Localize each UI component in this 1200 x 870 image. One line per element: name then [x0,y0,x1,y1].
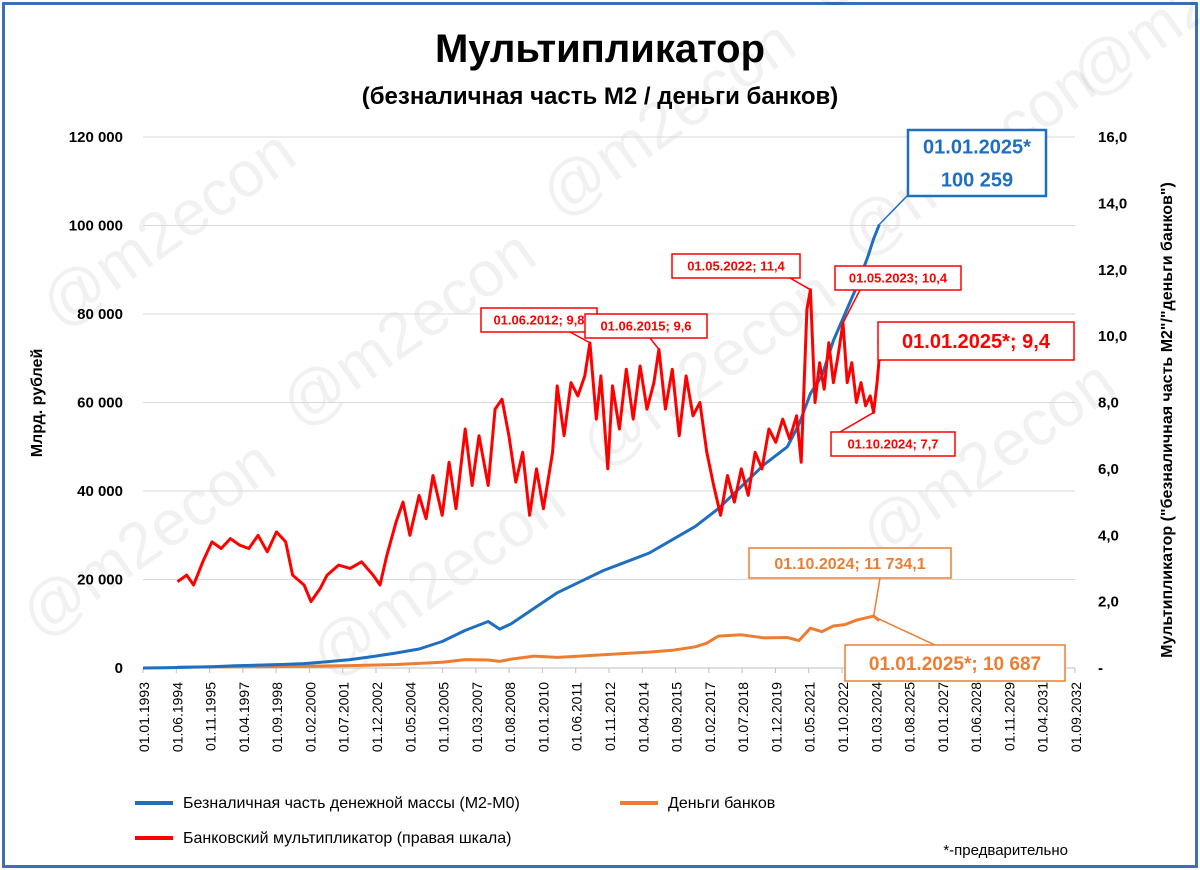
y-axis-left: 0 20 000 40 000 60 000 80 000 100 000 120 000 [69,129,123,677]
x-tick-label: 01.10.2005 [436,682,452,752]
y-right-tick-label: 8,0 [1098,395,1119,412]
y-left-tick-label: 120 000 [69,129,123,146]
annotation-bank-final-box [844,644,1066,682]
annotation-bank-2024-box [748,547,952,579]
x-tick-label: 01.01.2027 [935,682,951,752]
x-tick-label: 01.01.2010 [535,682,551,752]
x-tick-label: 01.07.2018 [735,682,751,752]
watermark-text: @m2econ [7,425,288,652]
y-right-tick-label: 16,0 [1098,129,1127,146]
series-line-multiplier [176,288,881,604]
x-tick-label: 01.03.2007 [469,682,485,752]
y-axis-right-label: Мультипликатор ("безналичная часть М2"/"… [1159,182,1176,658]
annotation-mult-2024-leader [839,411,875,433]
annotation-m2-final-text: 100 259 [941,170,1013,192]
y-right-tick-label: 6,0 [1098,461,1119,478]
annotation-mult-2022-leader [789,277,811,291]
x-tick-label: 01.04.2014 [635,682,651,752]
annotation-bank-final-leader [874,616,936,646]
x-tick-label: 01.04.2031 [1035,682,1051,752]
chart-title: Мультипликатор [435,27,765,71]
x-tick-label: 01.12.2002 [369,682,385,752]
y-right-tick-label: 10,0 [1098,328,1127,345]
annotation-mult-2015-text: 01.06.2015; 9,6 [600,319,691,334]
annotation-mult-2024-box [830,431,956,457]
y-left-tick-label: 20 000 [77,572,123,589]
annotation-m2-final-box [906,128,1048,198]
y-right-tick-label: 12,0 [1098,262,1127,279]
y-left-tick-label: 40 000 [77,483,123,500]
annotation-mult-final-text: 01.01.2025*; 9,4 [902,331,1051,353]
x-tick-label: 01.09.2015 [669,682,685,752]
x-tick-label: 01.10.2022 [835,682,851,752]
watermark-text: @m2econ [847,345,1128,572]
y-left-tick-label: 100 000 [69,218,123,235]
x-tick-label: 01.02.2000 [302,682,318,752]
y-right-tick-label: 2,0 [1098,594,1119,611]
legend: Безналичная часть денежной массы (М2-М0)… [135,795,775,847]
y-right-tick-label: 14,0 [1098,195,1127,212]
annotation-mult-2023-leader [842,289,861,324]
x-tick-label: 01.04.1997 [236,682,252,752]
annotation-mult-2024-text: 01.10.2024; 7,7 [847,437,938,452]
y-left-tick-label: 0 [115,660,123,677]
legend-item-m2-m0-label: Безналичная часть денежной массы (М2-М0) [183,795,520,812]
y-left-tick-label: 80 000 [77,306,123,323]
y-axis-right: - 2,0 4,0 6,0 8,0 10,0 12,0 14,0 16,0 [1098,129,1127,677]
series-line-bank-money [177,614,881,669]
x-tick-label: 01.05.2004 [402,682,418,752]
x-tick-label: 01.06.2011 [569,682,585,751]
chart-subtitle: (безналичная часть М2 / деньги банков) [362,83,839,110]
x-tick-label: 01.11.2029 [1001,682,1017,751]
footnote: *-предварительно [943,842,1068,859]
x-tick-label: 01.05.2021 [802,682,818,752]
annotation-mult-2023-box [834,265,962,291]
annotation-mult-2015-box [584,313,708,339]
legend-item-multiplier-label: Банковский мультипликатор (правая шкала) [183,830,511,847]
y-left-tick-label: 60 000 [77,395,123,412]
annotation-m2-final-leader [878,194,909,225]
x-tick-label: 01.12.2019 [768,682,784,752]
annotation-mult-2023-text: 01.05.2023; 10,4 [849,271,948,286]
x-tick-label: 01.07.2001 [336,682,352,752]
x-tick-label: 01.11.1995 [203,682,219,751]
watermark-text: @m2econ [787,0,1068,21]
x-tick-label: 01.03.2024 [868,682,884,752]
y-right-tick-label: - [1098,660,1103,677]
x-tick-label: 01.08.2008 [502,682,518,752]
annotation-mult-2012-leader [569,331,591,344]
legend-item-bank-money-label: Деньги банков [668,795,775,812]
series-layer [142,223,881,670]
annotation-mult-final-box [877,321,1075,361]
annotation-mult-2022-text: 01.05.2022; 11,4 [687,259,785,274]
y-right-tick-label: 4,0 [1098,527,1119,544]
x-tick-label: 01.11.2012 [602,682,618,751]
x-tick-label: 01.06.1994 [169,682,185,752]
x-tick-label: 01.01.1993 [136,682,152,752]
x-tick-label: 01.02.2017 [702,682,718,752]
annotation-bank-final-text: 01.01.2025*; 10 687 [869,654,1041,675]
x-tick-label: 01.09.2032 [1068,682,1084,752]
annotation-layer: 01.01.2025* 100 259 01.06.2012; 9,8 01.06.2… [480,128,1075,682]
annotation-m2-final-text: 01.01.2025* [923,137,1031,159]
x-tick-label: 01.08.2025 [902,682,918,752]
annotation-mult-2012-text: 01.06.2012; 9,8 [493,313,584,328]
annotation-mult-2015-leader [649,337,660,350]
y-axis-left-label: Млрд. рублей [29,349,46,458]
x-tick-label: 01.06.2028 [968,682,984,752]
annotation-bank-2024-text: 01.10.2024; 11 734,1 [774,556,925,573]
x-tick-label: 01.09.1998 [269,682,285,752]
annotation-mult-2022-box [671,253,801,279]
annotation-bank-2024-leader [872,577,881,617]
